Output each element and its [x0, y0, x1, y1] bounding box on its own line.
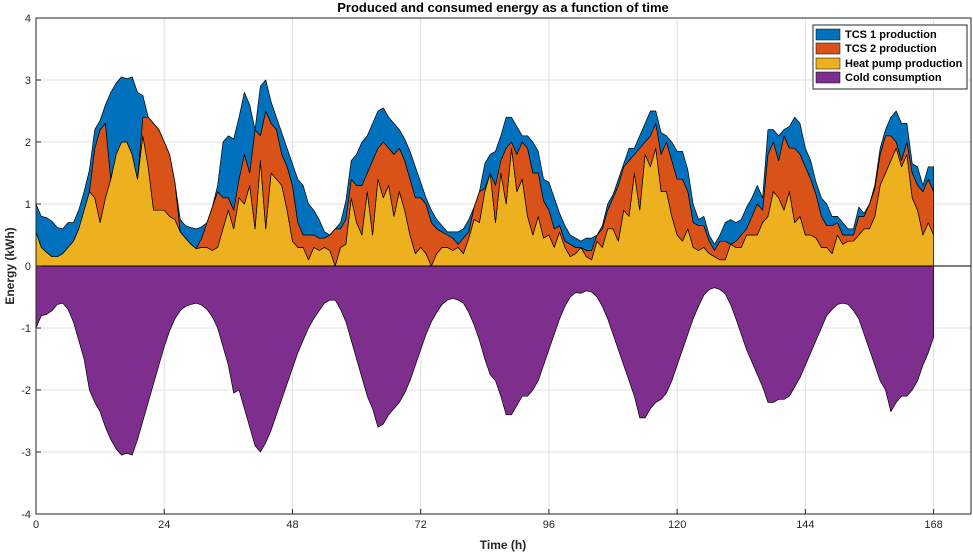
- legend-swatch-tcs1: [815, 28, 841, 41]
- y-tick-label-2: -2: [21, 385, 31, 397]
- x-tick-label-2: 48: [286, 519, 298, 531]
- y-tick-label-5: 1: [25, 199, 31, 211]
- y-tick-label-8: 4: [25, 13, 31, 25]
- x-axis-label: Time (h): [480, 538, 526, 552]
- x-tick-label-0: 0: [33, 519, 39, 531]
- x-tick-label-1: 24: [158, 519, 170, 531]
- chart-title: Produced and consumed energy as a functi…: [337, 0, 669, 15]
- legend: TCS 1 production TCS 2 production Heat p…: [812, 24, 968, 90]
- y-tick-label-3: -1: [21, 323, 31, 335]
- y-tick-label-6: 2: [25, 137, 31, 149]
- y-tick-label-1: -3: [21, 447, 31, 459]
- x-tick-label-6: 144: [796, 519, 814, 531]
- x-tick-label-7: 168: [924, 519, 942, 531]
- x-tick-label-4: 96: [543, 519, 555, 531]
- area-tcs1-production: [35, 76, 934, 258]
- stacked-areas: [35, 76, 971, 456]
- x-tick-label-5: 120: [668, 519, 686, 531]
- legend-swatch-cold: [815, 71, 841, 84]
- legend-label-heat-pump: Heat pump production: [845, 58, 963, 70]
- legend-label-tcs2: TCS 2 production: [845, 43, 937, 55]
- legend-label-cold: Cold consumption: [845, 72, 942, 84]
- x-tick-label-3: 72: [415, 519, 427, 531]
- legend-label-tcs1: TCS 1 production: [845, 29, 937, 41]
- legend-swatch-tcs2: [815, 42, 841, 55]
- y-tick-label-7: 3: [25, 75, 31, 87]
- y-tick-label-4: 0: [25, 261, 31, 273]
- legend-swatch-heat-pump: [815, 57, 841, 70]
- tick-labels: 0 24 48 72 96 120 144 168 -4 -3 -2 -1 0 1 2 3 4: [21, 13, 943, 531]
- y-tick-label-0: -4: [21, 509, 31, 521]
- y-axis-label: Energy (kWh): [3, 227, 17, 304]
